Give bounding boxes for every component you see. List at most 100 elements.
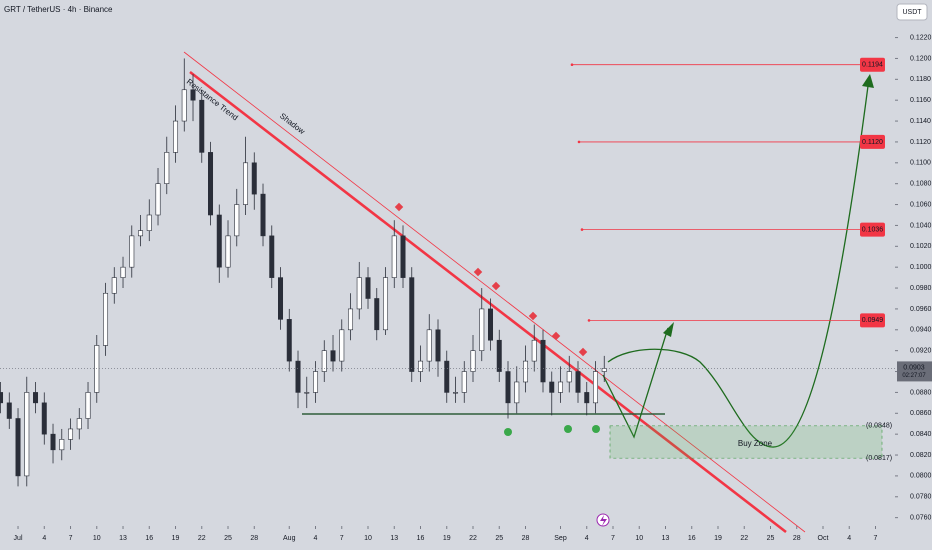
candle-body [190,89,196,101]
target-box [860,222,885,237]
x-tick-label: 28 [793,535,801,542]
candle-body [496,339,502,372]
y-tick-label: 0.0960 [910,306,932,313]
candle-body [453,392,459,394]
candle-body [461,371,467,393]
y-tick-label: 0.1160 [910,97,931,104]
candle-body [505,371,511,404]
target-box [860,134,885,149]
x-tick-label: 4 [42,535,46,542]
x-tick-label: 13 [119,535,127,542]
last-price-label: 0.0903 [903,364,925,371]
y-tick-label: 0.1000 [910,264,932,271]
y-tick-label: 0.1140 [910,118,931,125]
candle-body [76,418,82,430]
projection-path [602,327,669,439]
candle-body [129,235,135,268]
projection-path [607,85,869,448]
candle-body [435,329,441,362]
candle-body [33,392,39,404]
candle-body [286,319,292,362]
target-dot [577,140,581,144]
candle-body [138,230,144,237]
candle-body [199,99,205,153]
candle-body [356,277,362,310]
y-tick-label: 0.1120 [910,139,931,146]
candle-body [6,402,12,419]
y-tick-label: 0.0840 [910,431,932,438]
signal-icons [504,425,600,436]
buy-zone-bottom-label: (0.0817) [866,455,892,462]
y-tick-label: 0.0980 [910,285,932,292]
candle-body [426,329,432,362]
x-tick-label: 4 [314,535,318,542]
candle-body [514,381,520,404]
candle-body [164,152,170,184]
target-box [860,57,885,72]
candle-body [243,162,249,205]
candle-body [278,277,284,320]
candle-body [234,204,240,237]
candle-body [50,433,56,451]
candle-body [383,277,389,331]
candle-body [566,371,572,383]
x-tick-label: 28 [250,535,258,542]
candle-body [68,428,74,440]
candle-body [330,350,336,362]
y-tick-label: 0.0820 [910,452,932,459]
candle-body [181,89,187,122]
candle-body [225,235,231,268]
candle-body [251,162,257,195]
countdown: 02:27:07 [902,373,926,379]
candle-body [391,235,397,278]
candle-body [593,371,599,404]
x-tick-label: 7 [69,535,73,542]
candle-body [15,418,21,477]
x-tick-label: 10 [635,535,643,542]
currency: USDT [902,9,922,16]
x-tick-label: Aug [283,535,296,542]
y-tick-label: 0.1180 [910,76,931,83]
arrow-head [663,322,674,337]
candle-body [85,392,91,419]
candle-body [41,402,47,435]
candle-body [418,360,424,372]
y-tick-label: 0.0780 [910,494,932,501]
x-tick-label: 19 [172,535,180,542]
candle-body [59,439,65,451]
signal-icons [394,202,588,357]
candle-body [470,350,476,372]
y-tick-label: 0.0920 [910,348,932,355]
x-tick-label: 22 [740,535,748,542]
buy-zone-label: Buy Zone [738,439,773,448]
target-label: 0.0949 [862,317,884,324]
candle-body [216,214,222,268]
x-tick-label: 19 [714,535,722,542]
x-tick-label: 7 [340,535,344,542]
x-tick-label: 25 [767,535,775,542]
candle-body [146,214,152,231]
x-tick-label: 4 [585,535,589,542]
candle-body [365,277,371,299]
candle-body [103,292,109,346]
candle-body [374,298,380,331]
x-tick-label: Oct [818,535,829,542]
x-tick-label: 16 [417,535,425,542]
candle-body [313,371,319,393]
target-label: 0.1120 [862,139,883,146]
x-tick-label: 7 [874,535,878,542]
candle-body [0,392,4,404]
target-label: 0.1036 [862,226,884,233]
candle-body [208,152,214,216]
candle-body [575,371,581,393]
y-tick-label: 0.1060 [910,201,932,208]
candle-body [295,360,301,393]
x-tick-label: 13 [390,535,398,542]
arrow-head [862,74,874,88]
candle-body [488,308,494,341]
candle-body [523,360,529,383]
candle-body [111,277,117,294]
